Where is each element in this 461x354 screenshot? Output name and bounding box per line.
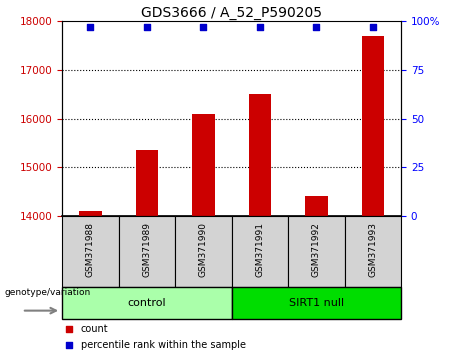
Point xyxy=(87,24,94,30)
Point xyxy=(65,326,73,332)
Text: SIRT1 null: SIRT1 null xyxy=(289,298,344,308)
Bar xyxy=(361,36,384,216)
Title: GDS3666 / A_52_P590205: GDS3666 / A_52_P590205 xyxy=(141,6,322,20)
Point xyxy=(65,342,73,348)
Point xyxy=(313,24,320,30)
Bar xyxy=(288,216,344,287)
Bar xyxy=(231,287,401,319)
Text: control: control xyxy=(128,298,166,308)
Bar xyxy=(175,216,231,287)
Bar xyxy=(231,216,288,287)
Text: GSM371989: GSM371989 xyxy=(142,222,152,278)
Text: GSM371993: GSM371993 xyxy=(368,222,378,278)
Bar xyxy=(62,216,118,287)
Text: percentile rank within the sample: percentile rank within the sample xyxy=(81,340,246,350)
Point xyxy=(200,24,207,30)
Text: GSM371990: GSM371990 xyxy=(199,222,208,278)
Bar xyxy=(79,211,102,216)
Bar xyxy=(118,216,175,287)
Point xyxy=(369,24,377,30)
Bar xyxy=(136,150,158,216)
Text: count: count xyxy=(81,324,108,334)
Bar xyxy=(192,114,215,216)
Point xyxy=(256,24,264,30)
Text: GSM371988: GSM371988 xyxy=(86,222,95,278)
Point xyxy=(143,24,151,30)
Text: GSM371992: GSM371992 xyxy=(312,222,321,278)
Text: genotype/variation: genotype/variation xyxy=(5,287,91,297)
Bar xyxy=(344,216,401,287)
Bar xyxy=(305,196,328,216)
Bar xyxy=(248,94,271,216)
Text: GSM371991: GSM371991 xyxy=(255,222,265,278)
Bar xyxy=(62,287,231,319)
